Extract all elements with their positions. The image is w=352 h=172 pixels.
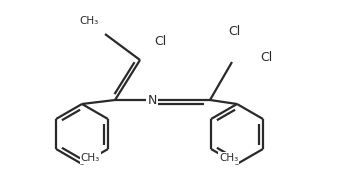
Text: CH₃: CH₃	[80, 16, 99, 26]
Text: N: N	[147, 94, 157, 106]
Text: CH₃: CH₃	[219, 153, 238, 163]
Text: Cl: Cl	[260, 51, 272, 63]
Text: CH₃: CH₃	[81, 153, 100, 163]
Text: Cl: Cl	[228, 25, 240, 38]
Text: Cl: Cl	[154, 35, 166, 48]
